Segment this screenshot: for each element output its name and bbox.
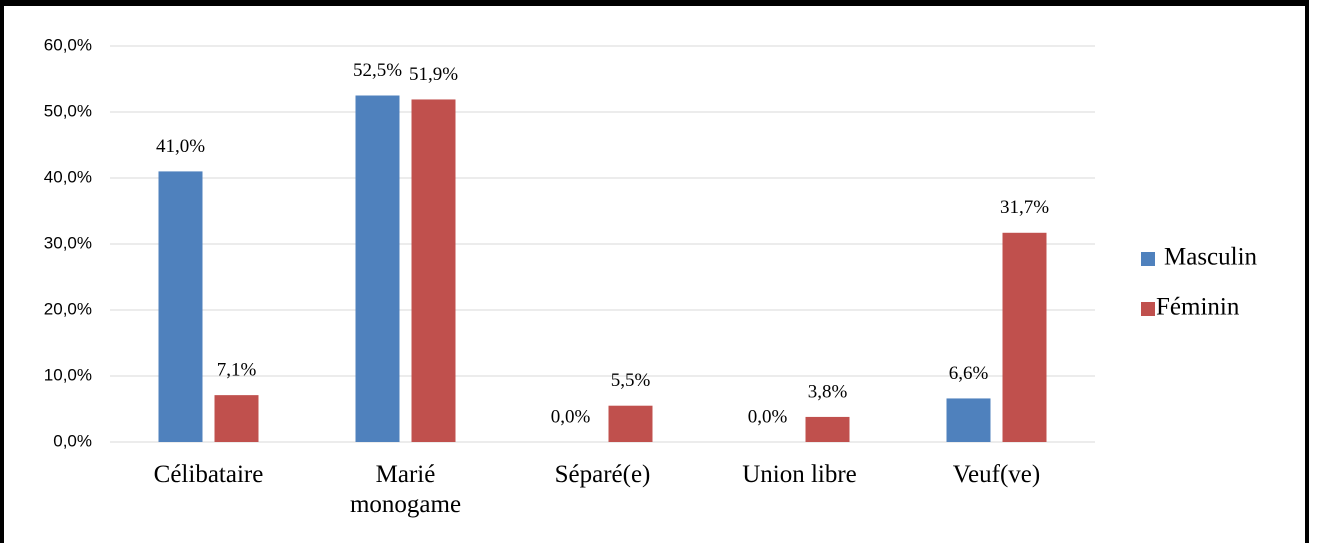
bar	[355, 95, 400, 442]
x-tick-label: Célibataire	[153, 461, 264, 488]
value-label: 3,8%	[808, 381, 848, 402]
bar	[1002, 232, 1047, 442]
value-label: 52,5%	[353, 60, 402, 81]
y-tick-label: 20,0%	[44, 299, 92, 318]
bar	[214, 395, 259, 442]
bar	[946, 398, 991, 442]
bar	[411, 99, 456, 443]
x-tick-label: Marié monogame	[349, 461, 462, 518]
y-tick-label: 30,0%	[44, 233, 92, 252]
value-label: 31,7%	[1000, 197, 1049, 218]
legend-swatch	[1141, 302, 1155, 316]
value-label: 5,5%	[611, 370, 651, 391]
x-tick-label: Union libre	[742, 461, 857, 488]
value-label: 7,1%	[217, 359, 257, 380]
value-label: 51,9%	[409, 64, 458, 85]
y-tick-label: 0,0%	[53, 431, 92, 450]
legend-label: Masculin	[1164, 244, 1258, 271]
y-tick-label: 40,0%	[44, 167, 92, 186]
legend-label: Féminin	[1156, 294, 1240, 321]
bar	[608, 405, 653, 442]
x-tick-label: Séparé(e)	[554, 461, 651, 488]
legend-swatch	[1141, 252, 1155, 266]
x-tick-label: Veuf(ve)	[952, 461, 1041, 488]
value-label: 6,6%	[949, 363, 989, 384]
y-tick-label: 60,0%	[44, 35, 92, 54]
value-label: 0,0%	[748, 406, 788, 427]
bar	[805, 416, 850, 442]
y-tick-label: 50,0%	[44, 101, 92, 120]
value-label: 41,0%	[156, 136, 205, 157]
bar	[158, 171, 203, 442]
value-label: 0,0%	[551, 406, 591, 427]
y-tick-label: 10,0%	[44, 365, 92, 384]
